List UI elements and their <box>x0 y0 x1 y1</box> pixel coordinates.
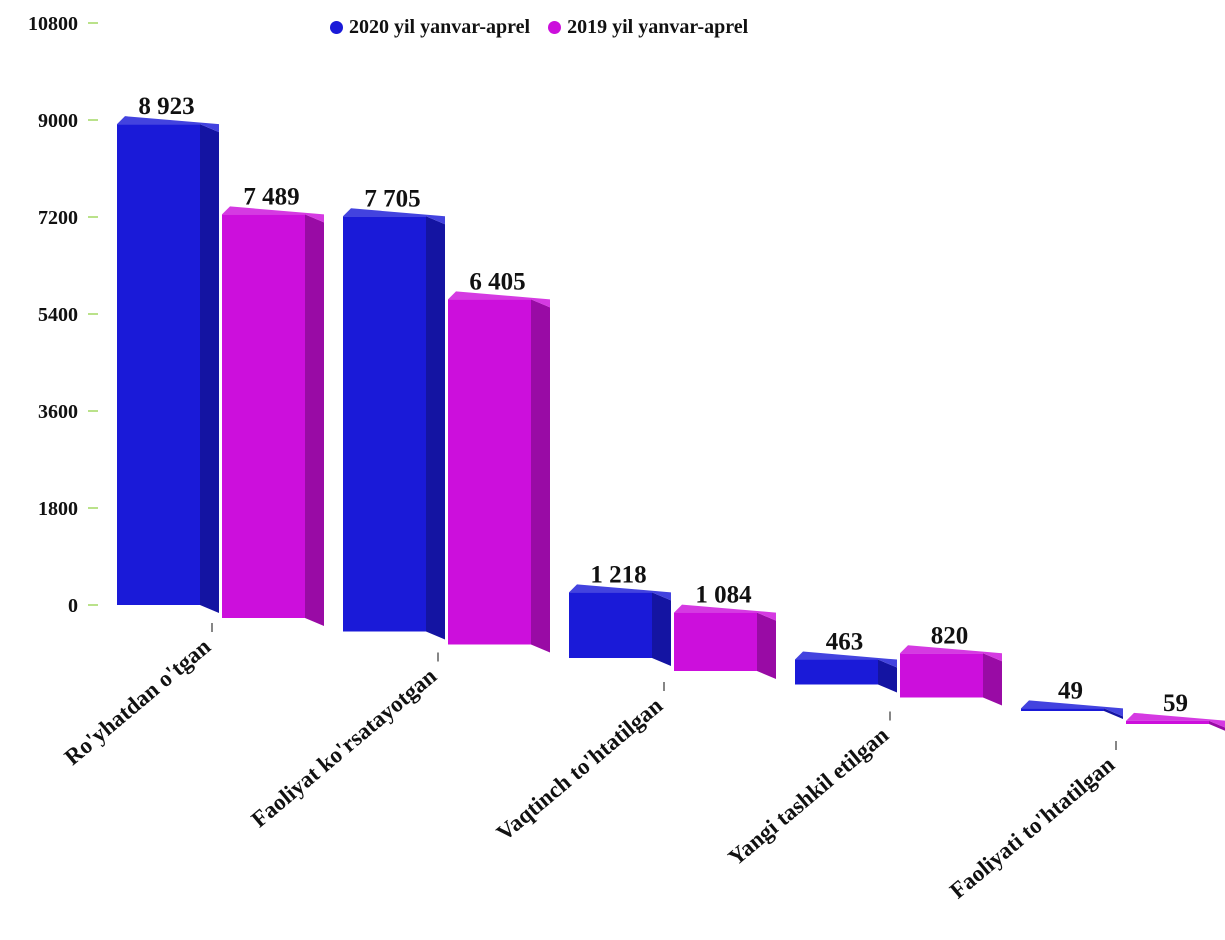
y-tick-label: 0 <box>68 595 78 617</box>
y-tick-label: 1800 <box>38 498 78 520</box>
bar-top <box>1126 712 1225 728</box>
data-label: 49 <box>1058 677 1083 704</box>
legend-swatch-2020 <box>330 21 343 34</box>
data-label: 463 <box>826 629 864 656</box>
bar-side <box>305 214 324 626</box>
bar-top <box>674 604 776 621</box>
x-tick-label: Ro'yhatdan o'tgan <box>60 634 216 770</box>
bar <box>674 612 757 671</box>
legend-swatch-2019 <box>548 21 562 34</box>
bar-side <box>200 124 219 613</box>
bar-top <box>900 645 1002 662</box>
x-tick-label: Vaqtinch to'htatilgan <box>492 693 668 846</box>
bar-side <box>531 299 550 653</box>
bar-side <box>652 592 671 666</box>
bar-side <box>1209 720 1225 731</box>
bar-side <box>983 653 1002 706</box>
bar <box>1021 708 1104 711</box>
bar-top <box>117 116 219 133</box>
data-label: 7 705 <box>364 185 420 212</box>
legend-label-2020: 2020 yil yanvar-aprel <box>349 16 531 38</box>
bar-side <box>878 659 897 693</box>
x-tick-label: Faoliyati to'htatilgan <box>945 752 1119 904</box>
bar-top <box>1021 700 1123 717</box>
bar-top <box>343 208 445 225</box>
bar-side <box>426 216 445 640</box>
bar-top <box>222 206 324 223</box>
legend-label-2019: 2019 yil yanvar-aprel <box>567 16 749 38</box>
data-label: 820 <box>931 622 969 649</box>
bar-top <box>569 584 671 601</box>
bar-side <box>757 612 776 679</box>
bar <box>795 659 878 685</box>
y-tick-label: 5400 <box>38 304 78 326</box>
bar <box>222 214 305 618</box>
data-label: 7 489 <box>243 183 299 210</box>
bar-top <box>448 291 550 308</box>
data-label: 6 405 <box>469 268 525 295</box>
bar <box>900 653 983 698</box>
data-label: 1 218 <box>590 561 646 588</box>
x-tick-label: Faoliyat ko'rsatayotgan <box>247 663 442 832</box>
legend-item-2019[interactable]: 2019 yil yanvar-aprel <box>548 16 748 39</box>
bar <box>1126 720 1209 724</box>
y-tick-label: 7200 <box>38 207 78 229</box>
data-label: 59 <box>1163 690 1188 717</box>
bar-side <box>1104 708 1123 719</box>
y-tick-label: 9000 <box>38 110 78 132</box>
x-tick-label: Yangi tashkil etilgan <box>723 722 893 870</box>
bar <box>343 216 426 632</box>
bar <box>569 592 652 658</box>
bar <box>117 124 200 605</box>
y-tick-label: 3600 <box>38 401 78 423</box>
bar-top <box>795 651 897 668</box>
y-tick-label: 10800 <box>28 13 78 35</box>
data-label: 1 084 <box>695 582 752 609</box>
legend: 2020 yil yanvar-aprel 2019 yil yanvar-ap… <box>330 16 748 39</box>
data-label: 8 923 <box>138 93 194 120</box>
bar <box>448 299 531 645</box>
legend-item-2020[interactable]: 2020 yil yanvar-aprel <box>330 16 530 39</box>
